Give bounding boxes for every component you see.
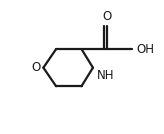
Text: OH: OH bbox=[136, 43, 154, 56]
Text: O: O bbox=[32, 61, 41, 74]
Text: O: O bbox=[102, 10, 112, 23]
Text: NH: NH bbox=[97, 69, 114, 82]
